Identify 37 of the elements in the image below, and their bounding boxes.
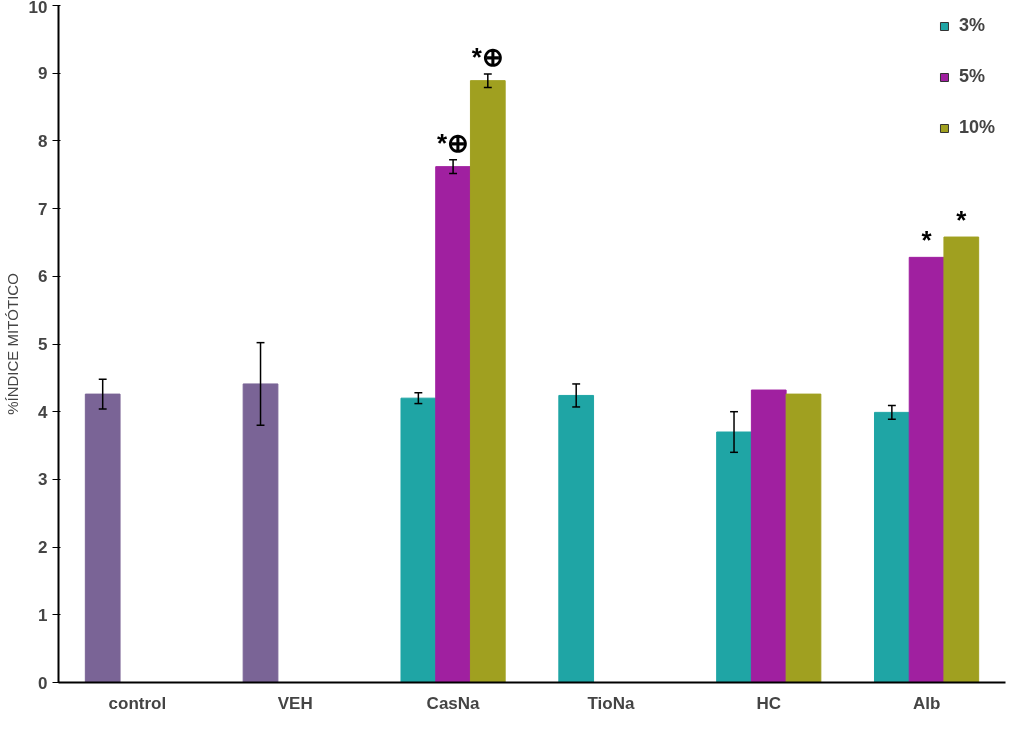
x-tick-label: Alb [912,693,941,713]
y-tick-label: 5 [38,335,48,354]
y-tick-label: 9 [38,64,48,84]
bar [943,236,980,683]
bar [435,166,471,683]
x-tick-label: control [108,693,167,713]
annotation: * [956,205,968,235]
bar [750,389,787,683]
bar [84,393,121,683]
annotation: *⊕ [437,127,470,158]
bar [558,394,595,683]
y-tick-label: 4 [38,402,49,422]
x-tick-label: CasNa [426,693,481,713]
y-tick-label: 10 [28,0,48,17]
x-tick-label: TioNa [587,693,635,713]
legend-label: 5% [958,66,985,87]
y-axis-title: %ÍNDICE MITÓTICO [3,273,21,415]
x-tick-label: VEH [277,693,313,713]
legend-label: 10% [958,117,995,138]
y-tick-label: 3 [38,470,48,490]
bar [242,383,279,683]
y-tick-label: 6 [38,267,48,287]
annotation: *⊕ [471,41,504,72]
legend-label: 3% [958,15,985,36]
bar [908,256,945,683]
bar [874,411,910,683]
annotation: * [921,225,933,256]
y-tick-label: 0 [38,673,48,693]
bar [785,393,822,683]
y-tick-label: 1 [38,605,48,625]
y-tick-label: 7 [38,199,48,219]
y-tick-label: 2 [38,538,48,558]
y-tick-label: 8 [38,131,48,151]
x-tick-label: HC [756,693,782,713]
bar [400,397,437,683]
bar [469,80,506,683]
bar [716,431,752,683]
